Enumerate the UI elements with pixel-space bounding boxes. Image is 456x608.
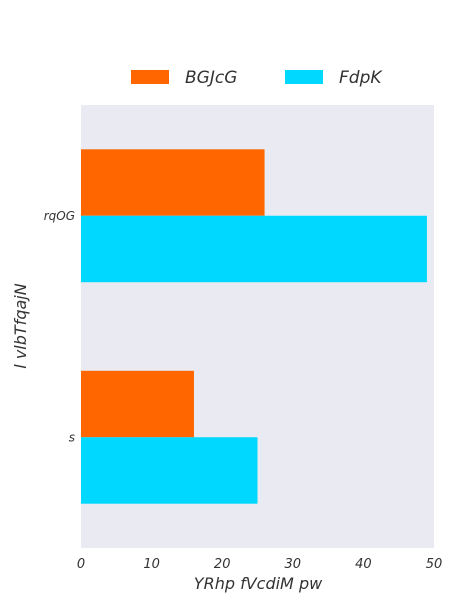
y-tick-label: rqOG (44, 209, 75, 223)
x-tick-label: 0 (77, 557, 85, 572)
x-tick-labels: 0 10 20 30 40 50 (77, 557, 442, 572)
x-tick-label: 30 (285, 557, 302, 572)
bars-group (81, 149, 427, 504)
legend-label-FdpK: FdpK (339, 68, 383, 88)
bar-BGJcG-s (81, 370, 194, 438)
y-axis-label: l vlbTfqajN (11, 283, 30, 368)
x-tick-label: 20 (214, 557, 231, 572)
bar-FdpK-rqOG (81, 215, 427, 283)
bar-FdpK-s (81, 437, 258, 504)
bar-BGJcG-rqOG (81, 149, 265, 216)
legend-swatch-FdpK (285, 70, 323, 84)
x-axis-label: YRhp fVcdiM pw (194, 574, 323, 593)
x-tick-label: 50 (426, 557, 443, 572)
legend: BGJcG FdpK (131, 68, 383, 88)
y-tick-label: s (69, 430, 75, 444)
legend-label-BGJcG: BGJcG (185, 68, 237, 88)
x-tick-label: 10 (143, 557, 160, 572)
x-tick-label: 40 (355, 557, 372, 572)
y-tick-labels: rqOG s (44, 209, 75, 445)
legend-swatch-BGJcG (131, 70, 169, 84)
